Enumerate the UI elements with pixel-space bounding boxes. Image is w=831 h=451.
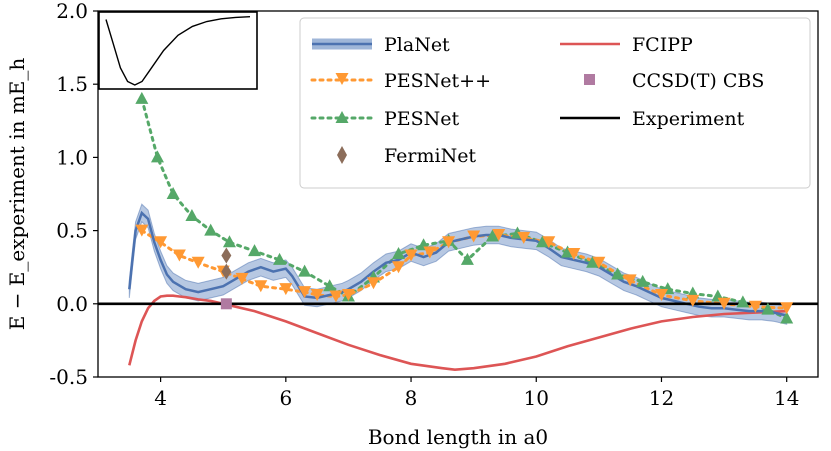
- legend-label-ccsdt: CCSD(T) CBS: [632, 70, 764, 92]
- axis-ticks: 4 6 8 10 12 14 -0.5 0.0 0.5 1.0 1.5 2.0: [49, 0, 799, 410]
- y-tick-label: 1.5: [56, 72, 88, 96]
- pesnetpp-point: [780, 302, 794, 315]
- inset-frame: [98, 11, 258, 90]
- pesnetpp-point: [235, 272, 249, 285]
- y-tick-label: 2.0: [56, 0, 88, 23]
- pesnetpp-point: [686, 294, 700, 307]
- pesnet-point: [150, 150, 164, 163]
- legend-marker-ferminet: [337, 146, 347, 164]
- legend-label-planet: PlaNet: [384, 34, 450, 56]
- pesnetpp-point: [191, 256, 205, 269]
- pesnetpp-point: [592, 256, 606, 269]
- legend-entry-ferminet: FermiNet: [337, 145, 476, 167]
- pesnetpp-point: [366, 277, 380, 290]
- pesnet-point: [736, 295, 750, 308]
- x-tick-label: 6: [279, 386, 292, 410]
- legend-label-pesnetpp: PESNet++: [384, 70, 491, 92]
- pesnetpp-point: [341, 289, 355, 302]
- x-tick-label: 12: [649, 386, 674, 410]
- legend-entry-planet: PlaNet: [312, 34, 450, 56]
- pesnet-point: [273, 252, 287, 265]
- pesnet-point: [485, 229, 499, 242]
- legend-entry-ccsdt: CCSD(T) CBS: [584, 70, 764, 92]
- legend-entry-pesnetpp: PESNet++: [310, 70, 491, 92]
- legend-entry-pesnet: PESNet: [310, 108, 460, 130]
- legend-label-pesnet: PESNet: [384, 108, 460, 130]
- pesnet-point: [204, 223, 218, 236]
- pesnetpp-point: [748, 300, 762, 313]
- plot-frame: [97, 10, 819, 378]
- legend-label-experiment: Experiment: [632, 108, 745, 130]
- pesnetpp-point: [717, 297, 731, 310]
- pesnet-point: [222, 235, 236, 248]
- ccsdt-point: [220, 298, 232, 310]
- pesnetpp-point: [172, 249, 186, 262]
- x-tick-label: 10: [524, 386, 549, 410]
- legend: PlaNet PESNet++ PESNet FermiNet FCIPP CC…: [299, 17, 811, 189]
- pesnet-point: [636, 274, 650, 287]
- pesnetpp-point: [423, 246, 437, 259]
- y-axis-label: E − E_experiment in mE_h: [5, 58, 29, 331]
- pesnetpp-point: [542, 236, 556, 249]
- pesnet-point: [248, 244, 262, 257]
- inset: [98, 11, 258, 90]
- pesnetpp-point: [517, 231, 531, 244]
- pesnetpp-point: [279, 283, 293, 296]
- marker-layer: [135, 91, 794, 324]
- x-tick-label: 8: [405, 386, 418, 410]
- pesnet-point: [298, 264, 312, 277]
- pesnetpp-point: [298, 286, 312, 299]
- pesnet-point: [586, 255, 600, 268]
- legend-frame: [299, 17, 811, 189]
- legend-label-ferminet: FermiNet: [384, 145, 476, 167]
- pesnet-point: [761, 302, 775, 315]
- legend-entry-experiment: Experiment: [560, 108, 745, 130]
- ferminet-point: [221, 263, 232, 280]
- pesnetpp-point: [135, 224, 149, 237]
- pesnet-point: [536, 235, 550, 248]
- ferminet-point: [221, 247, 232, 264]
- pesnet-point: [323, 279, 337, 292]
- pesnet-point: [392, 247, 406, 260]
- pesnetpp-point: [467, 230, 481, 243]
- inset-curve: [105, 16, 251, 86]
- pesnetpp-point: [654, 289, 668, 302]
- legend-marker-ccsdt: [584, 74, 595, 85]
- legend-label-fcipp: FCIPP: [632, 34, 693, 56]
- legend-entry-fcipp: FCIPP: [560, 34, 693, 56]
- pesnetpp-point: [254, 280, 268, 293]
- pesnetpp-point: [623, 274, 637, 287]
- pesnetpp-point: [154, 236, 168, 249]
- pesnet-point: [460, 252, 474, 265]
- pesnetpp-point: [392, 261, 406, 274]
- legend-marker-pesnetpp: [335, 73, 349, 85]
- pesnet-point: [780, 311, 794, 324]
- y-tick-label: 0.5: [56, 219, 88, 243]
- pesnetpp-point: [492, 228, 506, 241]
- pesnet-point: [185, 208, 199, 221]
- legend-marker-pesnet: [335, 111, 349, 123]
- series-fcipp-line: [128, 294, 787, 372]
- pesnetpp-point: [329, 290, 343, 303]
- pesnet-point: [166, 187, 180, 199]
- pesnetpp-point: [404, 249, 418, 262]
- y-tick-label: -0.5: [49, 365, 88, 389]
- x-tick-label: 4: [154, 386, 167, 410]
- pesnet-point: [561, 245, 575, 258]
- pesnetpp-point: [310, 289, 324, 302]
- pesnet-point: [135, 91, 149, 104]
- series-planet-line: [128, 210, 787, 317]
- pesnetpp-point: [442, 236, 456, 249]
- pesnet-point: [611, 267, 625, 280]
- y-tick-label: 0.0: [56, 292, 88, 316]
- y-tick-label: 1.0: [56, 145, 88, 169]
- x-axis-label: Bond length in a0: [368, 425, 548, 449]
- pesnetpp-point: [567, 248, 581, 261]
- x-tick-label: 14: [774, 386, 799, 410]
